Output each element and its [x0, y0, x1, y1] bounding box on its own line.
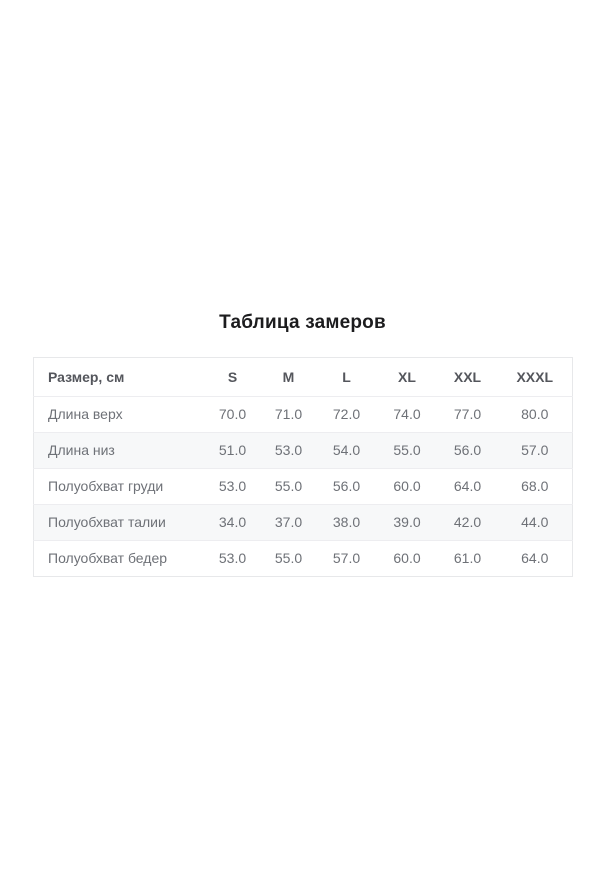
- value-cell: 64.0: [521, 550, 549, 566]
- header-cell-label: Размер, см: [33, 357, 205, 397]
- value-cell: 74.0: [376, 396, 438, 433]
- value-cell: 55.0: [274, 550, 303, 566]
- row-label-cell: Полуобхват талии: [33, 504, 205, 541]
- value-cell: 44.0: [497, 504, 573, 541]
- value-cell: 64.0: [437, 468, 498, 505]
- row-label-cell: Длина верх: [33, 396, 205, 433]
- value-cell: 55.0: [260, 468, 317, 505]
- header-cell-size-s: S: [204, 357, 261, 397]
- value-cell: 68.0: [497, 468, 573, 505]
- size-chart-table: Размер, см S M L XL XXL XXXL Длина верх …: [33, 357, 573, 577]
- row-label-cell: Полуобхват бедер: [48, 550, 168, 566]
- value-cell: 60.0: [376, 468, 438, 505]
- value-cell: 77.0: [437, 396, 498, 433]
- value-cell: 57.0: [332, 550, 361, 566]
- value-cell: 53.0: [218, 550, 247, 566]
- value-cell: 80.0: [497, 396, 573, 433]
- value-cell: 70.0: [204, 396, 261, 433]
- header-cell-size-l: L: [316, 357, 377, 397]
- value-cell: 54.0: [316, 432, 377, 469]
- header-cell-size-xxxl: XXXL: [497, 357, 573, 397]
- row-label-cell: Полуобхват груди: [33, 468, 205, 505]
- size-chart-title: Таблица замеров: [219, 312, 386, 333]
- table-row: Полуобхват груди 53.0 55.0 56.0 60.0 64.…: [33, 468, 573, 505]
- table-row: Длина низ 51.0 53.0 54.0 55.0 56.0 57.0: [33, 432, 573, 469]
- table-row: Полуобхват талии 34.0 37.0 38.0 39.0 42.…: [33, 504, 573, 541]
- value-cell: 53.0: [204, 468, 261, 505]
- value-cell: 51.0: [204, 432, 261, 469]
- content-area: Таблица замеров Размер, см S M: [33, 312, 573, 577]
- table-row: Длина верх 70.0 71.0 72.0 74.0 77.0 80.0: [33, 396, 573, 433]
- value-cell: 38.0: [316, 504, 377, 541]
- value-cell: 37.0: [260, 504, 317, 541]
- value-cell: 55.0: [376, 432, 438, 469]
- header-cell-size-m: M: [260, 357, 317, 397]
- value-cell: 56.0: [437, 432, 498, 469]
- header-cell-size-xl: XL: [376, 357, 438, 397]
- value-cell: 42.0: [437, 504, 498, 541]
- value-cell: 56.0: [316, 468, 377, 505]
- value-cell: 61.0: [453, 550, 482, 566]
- value-cell: 39.0: [376, 504, 438, 541]
- size-chart-container: Размер, см S M L XL XXL XXXL Длина верх …: [33, 357, 573, 577]
- table-row: Полуобхват бедер 53.0 55.0 57.0 60.0 61.…: [34, 541, 573, 577]
- value-cell: 71.0: [260, 396, 317, 433]
- table-header-row: Размер, см S M L XL XXL XXXL: [33, 357, 573, 397]
- value-cell: 57.0: [497, 432, 573, 469]
- header-cell-size-xxl: XXL: [437, 357, 498, 397]
- value-cell: 60.0: [393, 550, 421, 566]
- value-cell: 34.0: [204, 504, 261, 541]
- value-cell: 72.0: [316, 396, 377, 433]
- row-label-cell: Длина низ: [33, 432, 205, 469]
- value-cell: 53.0: [260, 432, 317, 469]
